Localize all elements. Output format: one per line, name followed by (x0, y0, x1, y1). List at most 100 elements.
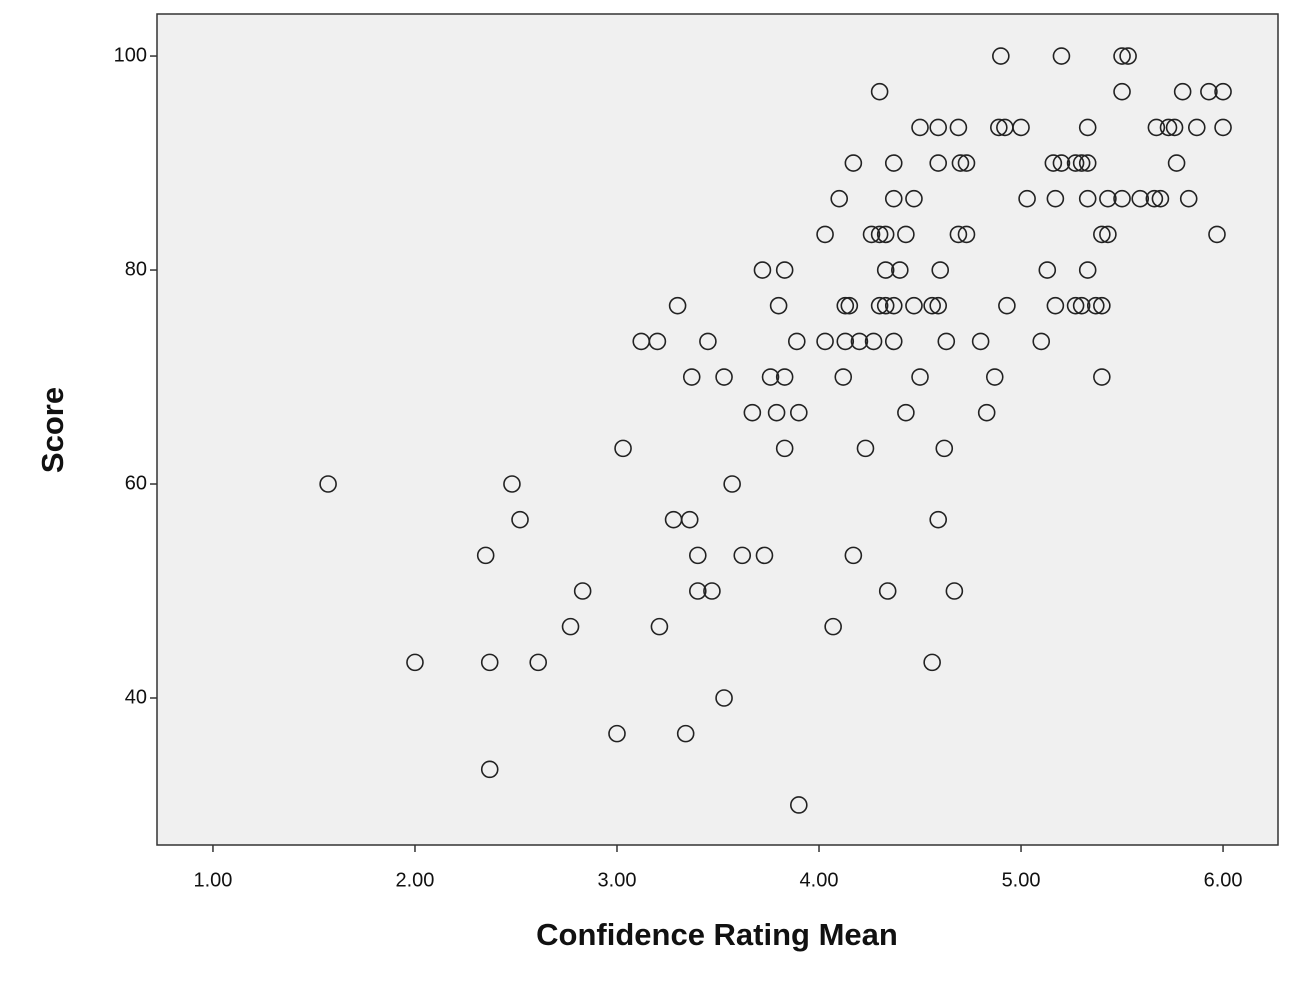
point (905, 296, 923, 315)
point (1066, 296, 1085, 315)
x-tick-label: 3.00 (598, 869, 637, 891)
point (1187, 118, 1206, 137)
point (836, 296, 855, 315)
point (529, 653, 548, 672)
point (1078, 261, 1097, 279)
point (1145, 189, 1164, 208)
point (689, 582, 707, 600)
point (715, 368, 733, 386)
point (911, 368, 929, 386)
point (1093, 225, 1111, 244)
point (1113, 189, 1131, 208)
point (949, 225, 968, 244)
point (1131, 189, 1150, 208)
point (648, 332, 667, 351)
x-axis-title: Confidence Rating Mean (536, 917, 898, 952)
point (790, 796, 808, 814)
point (957, 154, 976, 172)
point (897, 225, 915, 244)
point (476, 546, 495, 565)
point (689, 546, 707, 565)
point (775, 368, 794, 386)
point (830, 189, 849, 208)
point (905, 189, 923, 208)
point (614, 439, 632, 458)
point (929, 118, 948, 137)
point (743, 403, 762, 422)
point (977, 403, 996, 422)
point (1078, 189, 1097, 208)
point (1038, 261, 1057, 279)
x-tick-label: 5.00 (1002, 869, 1041, 891)
point (816, 225, 834, 244)
point (573, 582, 592, 600)
point (1179, 189, 1198, 208)
point (755, 546, 774, 565)
point (923, 296, 941, 315)
point (884, 154, 903, 172)
point (862, 225, 881, 244)
point (870, 82, 889, 101)
point (923, 653, 941, 672)
point (876, 225, 895, 244)
point (406, 653, 424, 672)
point (715, 689, 733, 707)
point (878, 582, 897, 600)
point (1151, 189, 1170, 208)
point (856, 439, 875, 458)
point (1167, 154, 1186, 172)
point (1078, 118, 1097, 137)
point (511, 510, 529, 529)
point (650, 617, 669, 636)
point (682, 368, 701, 386)
point (990, 118, 1008, 137)
point (787, 332, 806, 351)
point (876, 296, 895, 315)
point (1173, 82, 1192, 101)
point (850, 332, 869, 351)
point (1113, 82, 1131, 101)
point (699, 332, 717, 351)
point (1086, 296, 1105, 315)
point (992, 47, 1010, 65)
point (985, 368, 1004, 386)
point (761, 368, 780, 386)
point (897, 403, 915, 422)
plot-area (156, 13, 1279, 846)
y-tick-label: 40 (125, 686, 147, 708)
point (870, 296, 889, 315)
point (929, 154, 948, 172)
point (1099, 225, 1117, 244)
x-tick-label: 4.00 (800, 869, 839, 891)
point (884, 189, 903, 208)
point (945, 582, 964, 600)
point (676, 724, 695, 743)
point (931, 261, 950, 279)
point (767, 403, 786, 422)
y-axis-title: Score (35, 387, 70, 473)
point (1044, 154, 1063, 172)
point (733, 546, 752, 565)
point (1093, 368, 1111, 386)
point (929, 296, 948, 315)
point (824, 617, 842, 636)
point (703, 582, 721, 600)
point (1018, 189, 1036, 208)
point (836, 332, 855, 351)
point (870, 225, 889, 244)
point (1214, 82, 1232, 101)
x-tick-label: 1.00 (193, 869, 232, 891)
point (1159, 118, 1178, 137)
x-tick-label: 2.00 (396, 869, 435, 891)
y-tick-label: 60 (125, 472, 147, 494)
y-tick-label: 80 (125, 258, 147, 280)
point (1052, 47, 1071, 65)
point (723, 475, 741, 493)
x-tick-label: 6.00 (1204, 869, 1243, 891)
point (1066, 154, 1085, 172)
point (775, 261, 794, 279)
point (480, 760, 499, 779)
point (668, 296, 687, 315)
point (834, 368, 853, 386)
